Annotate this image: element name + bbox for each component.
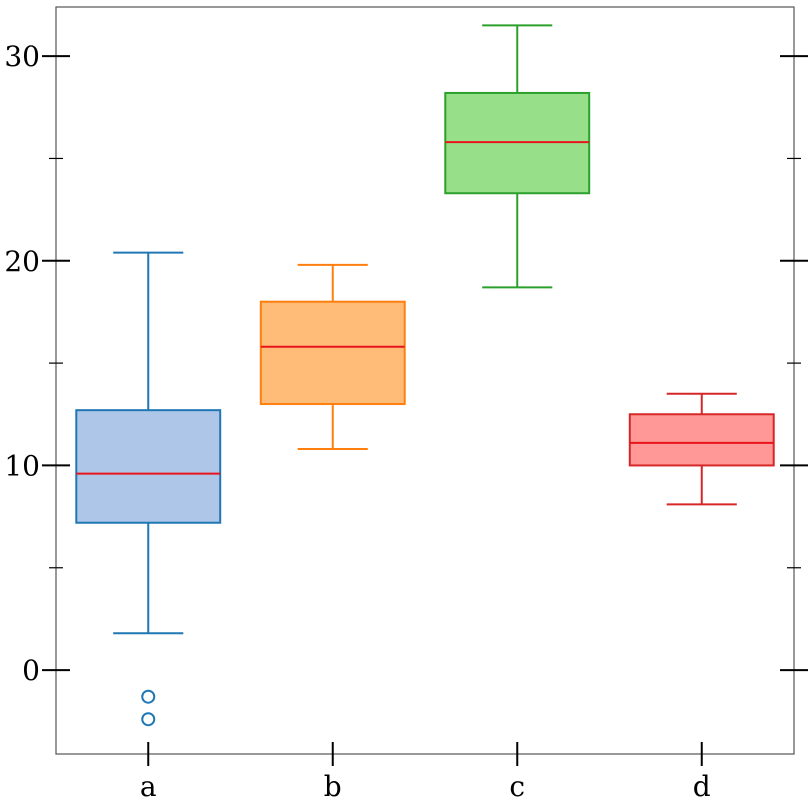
box-c (444, 91, 591, 195)
box-b (259, 300, 406, 406)
box-group-c (444, 24, 591, 289)
outlier-point-a-1 (141, 712, 156, 727)
box-d (628, 413, 775, 467)
x-tick-label-c: c (509, 770, 525, 803)
box-group-d (628, 392, 775, 506)
box-group-b (259, 263, 406, 451)
box-group-a (75, 251, 222, 727)
x-tick-label-d: d (693, 770, 711, 803)
outlier-point-a-0 (141, 689, 156, 704)
y-tick-label-0: 0 (22, 654, 40, 687)
x-tick-label-b: b (324, 770, 342, 803)
plot-marks (75, 24, 775, 727)
y-tick-label-30: 30 (4, 40, 40, 73)
y-tick-label-20: 20 (4, 245, 40, 278)
box-a (75, 409, 222, 524)
x-tick-label-a: a (140, 770, 157, 803)
plot-frame (55, 6, 795, 755)
y-tick-label-10: 10 (4, 449, 40, 482)
axes: 0 10 20 30 a b c d (4, 6, 808, 803)
